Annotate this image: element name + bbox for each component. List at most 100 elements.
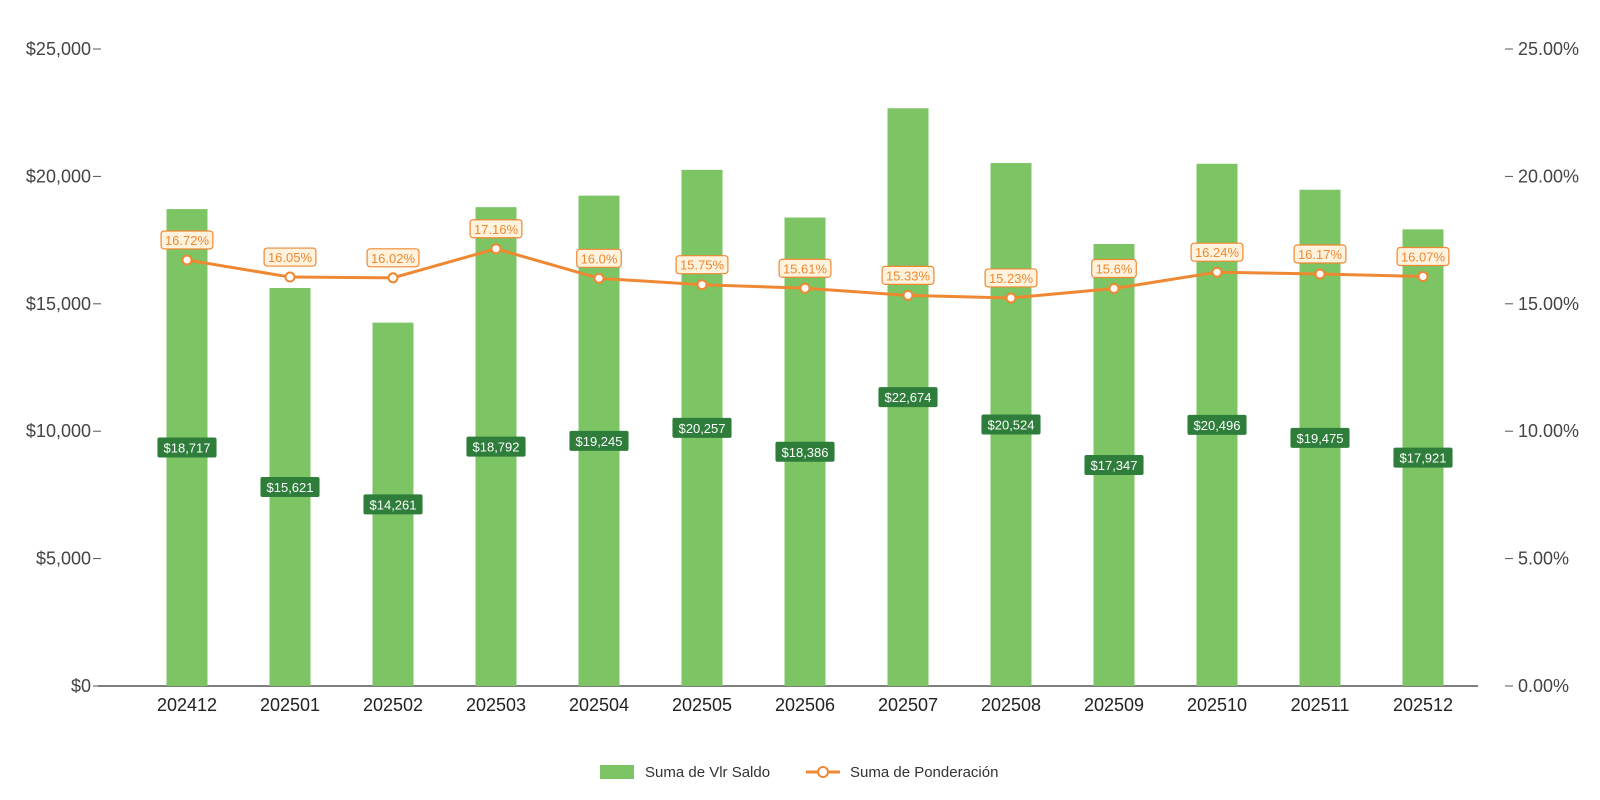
line-data-label-text: 16.17% [1298,247,1343,262]
line-data-label: 15.61% [778,258,832,278]
y-right-tick-label: 15.00% [1518,294,1579,314]
line-data-label-bg [778,258,832,278]
legend-item-bar[interactable]: Suma de Vlr Saldo [600,764,770,781]
line-point [1005,292,1017,304]
bar-data-label: $22,674 [878,387,938,408]
line-data-label-bg [366,248,420,268]
x-tick-label: 202509 [1084,695,1144,715]
y-left-tick-label: $5,000 [36,549,91,569]
line-data-label: 16.17% [1293,244,1347,264]
bar-data-label-text: $20,257 [679,421,726,436]
line-data-label: 15.6% [1091,258,1137,279]
bar-data-label-text: $15,621 [267,480,314,495]
line-point [181,254,193,266]
x-tick-label: 202502 [363,695,423,715]
bar-data-label: $17,347 [1084,454,1144,475]
x-tick-label: 202507 [878,695,938,715]
bar-data-label-bg [775,441,835,462]
x-tick-label: 202506 [775,695,835,715]
y-right-tick-label: 25.00% [1518,39,1579,59]
line-data-label: 16.0% [576,248,622,268]
line-data-label-text: 16.0% [581,251,618,266]
bar-data-label-bg [1290,427,1350,448]
bar-data-label: $15,621 [260,476,320,497]
line-data-label-bg [1293,244,1347,264]
y-right-tick-label: 20.00% [1518,166,1579,186]
line-data-label: 16.05% [263,247,317,267]
bar-data-label-text: $18,717 [164,441,211,456]
x-tick-label: 202510 [1187,695,1247,715]
legend-item-line[interactable]: Suma de Ponderación [806,764,998,781]
bar-data-label-text: $18,386 [782,445,829,460]
line-data-label: 15.23% [984,268,1038,288]
bar-data-label: $18,792 [466,436,526,457]
line-data-label-text: 16.05% [268,250,313,265]
bar-data-label-bg [1187,414,1247,435]
bar-data-label: $14,261 [363,494,423,515]
line-point [284,271,296,283]
legend-bar-label: Suma de Vlr Saldo [645,764,770,781]
bar-data-label: $19,245 [569,430,629,451]
bar-data-label: $17,921 [1393,447,1453,468]
line-data-label: 16.07% [1396,246,1450,267]
x-tick-label: 202511 [1291,695,1350,715]
line-data-label-text: 15.6% [1096,262,1133,277]
bar-data-label-text: $22,674 [885,390,932,405]
bar-data-label: $18,717 [157,437,217,458]
line-point [902,289,914,301]
line-data-label-text: 15.33% [886,268,931,283]
line-data-label-bg [675,255,729,275]
axes: $0 $5,000 $10,000 $15,000 $20,000 $25,000 0.00… [26,39,1579,715]
line-data-label-bg [469,219,523,239]
line-data-label-text: 15.23% [989,271,1034,286]
data-labels: $18,717 $15,621 $14,261 $18,792 $19,245 $20,2… [157,219,1453,515]
bar-data-label-text: $14,261 [370,497,417,512]
line-data-label-text: 16.72% [165,233,210,248]
line-point [1417,271,1429,283]
bar-data-label-bg [157,437,217,458]
line-data-label-bg [576,248,622,268]
line-point [1211,266,1223,278]
bar-data-label: $20,524 [981,414,1041,435]
y-left-tick-label: $0 [71,676,91,696]
bar-data-label-text: $17,347 [1091,458,1138,473]
line-point [387,272,399,284]
line-data-label-bg [984,268,1038,288]
line-data-label: 16.24% [1190,242,1244,262]
line-point [1108,283,1120,295]
y-right-tick-label: 5.00% [1518,549,1569,569]
line-point [1314,268,1326,280]
y-left-tick-label: $20,000 [26,166,91,186]
line-point [696,279,708,291]
x-tick-label: 202504 [569,695,629,715]
bars [166,108,1444,687]
line-data-label-text: 16.24% [1195,245,1240,260]
y-left-tick-label: $15,000 [26,294,91,314]
legend: Suma de Vlr Saldo Suma de Ponderación [600,764,998,781]
line-data-label: 17.16% [469,219,523,239]
line-data-label: 16.72% [160,230,214,250]
line-data-label-bg [160,230,214,250]
line-data-label-text: 16.02% [371,251,416,266]
bar-data-label-bg [363,494,423,515]
y-left-tick-label: $25,000 [26,39,91,59]
line-point [593,272,605,284]
bar-data-label: $20,257 [672,417,732,438]
x-tick-label: 202503 [466,695,526,715]
legend-line-label: Suma de Ponderación [850,764,998,781]
legend-line-marker [817,766,829,778]
x-tick-label: 202501 [260,695,320,715]
line-point [799,282,811,294]
line-data-label-bg [1396,246,1450,267]
legend-bar-swatch [600,765,634,779]
bar-data-label-bg [569,430,629,451]
line-data-label-bg [263,247,317,267]
y-left-tick-label: $10,000 [26,421,91,441]
line-data-label-text: 16.07% [1401,250,1446,265]
line-data-label-bg [881,265,935,285]
bar-data-label: $19,475 [1290,427,1350,448]
line-data-label-text: 17.16% [474,222,519,237]
line-data-label: 16.02% [366,248,420,268]
